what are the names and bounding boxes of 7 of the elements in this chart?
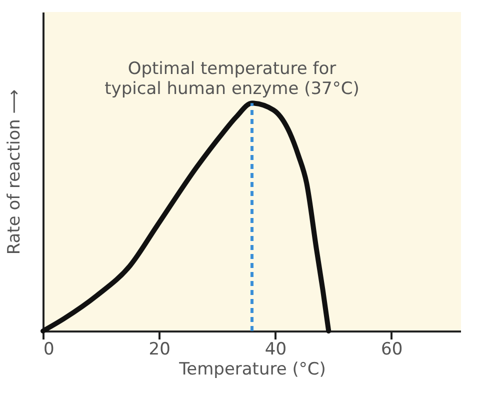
y-axis-title: Rate of reaction ⟶ [4,89,24,255]
annotation: Optimal temperature for typical human enzyme (37°C) [104,59,360,100]
x-tick-label: 20 [148,340,170,360]
x-tick-label: 40 [264,340,287,360]
x-tick-label: 60 [381,340,403,360]
x-tick-label: 0 [44,340,54,360]
x-axis-title: Temperature (°C) [178,360,326,380]
